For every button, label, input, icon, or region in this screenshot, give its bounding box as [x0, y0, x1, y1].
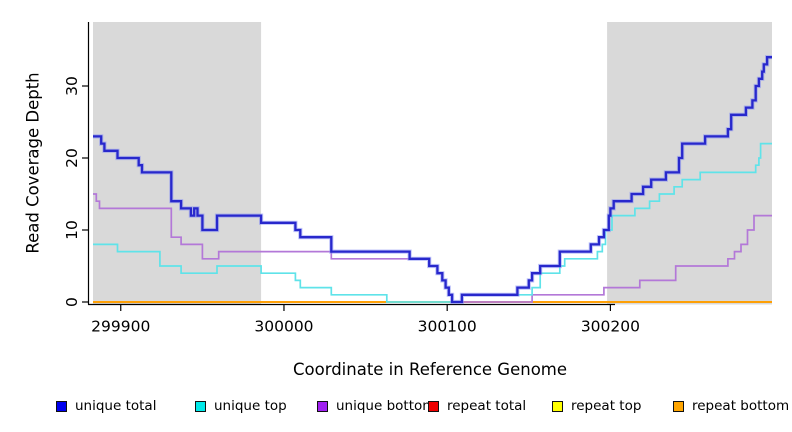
x-tick-label: 300200: [581, 318, 640, 336]
y-axis-title: Read Coverage Depth: [23, 72, 43, 254]
legend-swatch-repeat-bottom: [673, 400, 684, 412]
y-tick-label: 30: [63, 76, 81, 96]
legend-swatch-unique-top: [195, 400, 206, 412]
y-tick-label: 20: [63, 148, 81, 168]
y-tick-label: 10: [63, 220, 81, 240]
legend-swatch-unique-bottom: [317, 400, 328, 412]
legend-item-unique-total: unique total: [56, 398, 156, 414]
legend-item-repeat-total: repeat total: [428, 398, 526, 414]
legend-swatch-repeat-total: [428, 400, 439, 412]
legend-item-repeat-top: repeat top: [552, 398, 641, 414]
x-tick-label: 299900: [91, 318, 150, 336]
x-tick-label: 300100: [418, 318, 477, 336]
legend-swatch-repeat-top: [552, 400, 563, 412]
legend-label: repeat bottom: [692, 398, 790, 414]
x-axis-title: Coordinate in Reference Genome: [292, 360, 568, 379]
legend-swatch-unique-total: [56, 400, 67, 412]
legend-item-repeat-bottom: repeat bottom: [673, 398, 789, 414]
series-line-unique-total: [93, 56, 772, 304]
legend-label: unique top: [214, 398, 287, 414]
shaded-repeat-region: [93, 22, 262, 305]
legend-item-unique-bottom: unique bottom: [317, 398, 435, 414]
shaded-repeat-region: [607, 22, 772, 305]
legend-label: repeat total: [447, 398, 527, 414]
x-tick-label: 300000: [254, 318, 313, 336]
legend-label: unique bottom: [336, 398, 436, 414]
series-line-unique-top: [93, 142, 772, 303]
legend-label: unique total: [75, 398, 157, 414]
legend: unique total unique top unique bottom repea…: [0, 398, 792, 418]
legend-label: repeat top: [571, 398, 642, 414]
legend-item-unique-top: unique top: [195, 398, 287, 414]
y-tick-label: 0: [63, 297, 81, 307]
